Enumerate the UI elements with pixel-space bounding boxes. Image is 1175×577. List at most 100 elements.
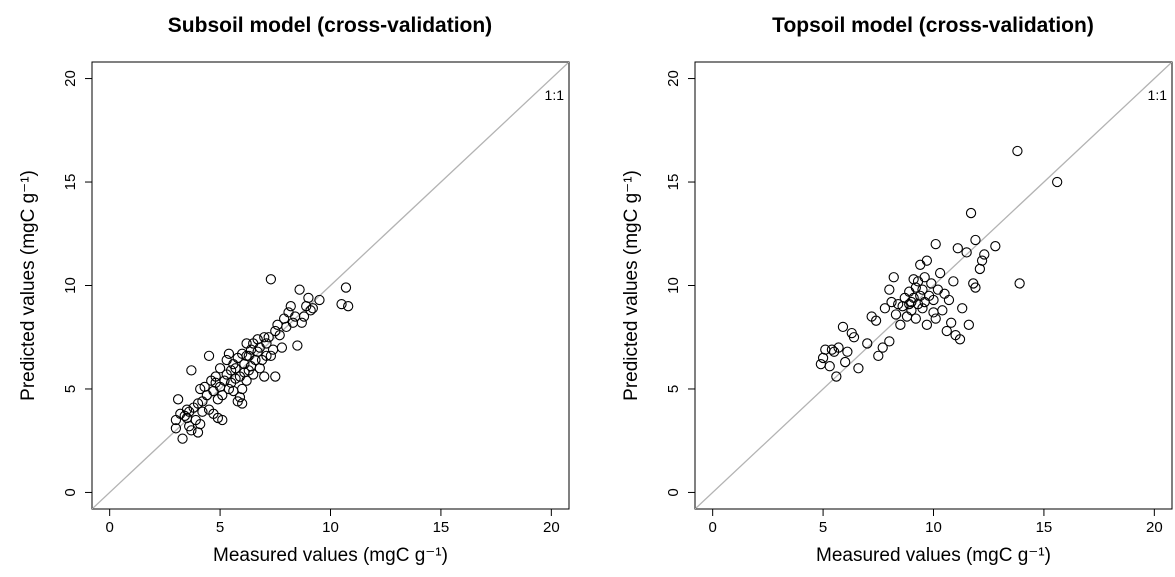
y-axis-label: Predicted values (mgC g⁻¹): [18, 170, 39, 401]
data-point: [223, 348, 235, 359]
data-point: [298, 311, 310, 322]
data-point: [241, 375, 252, 386]
data-point: [928, 294, 939, 306]
data-point: [307, 303, 318, 314]
data-point: [990, 241, 1001, 252]
data-point: [294, 284, 305, 295]
data-point: [303, 292, 314, 304]
x-tick-label: 15: [1036, 519, 1053, 536]
y-tick-label: 20: [62, 70, 79, 87]
y-tick-label: 0: [665, 488, 682, 496]
y-axis-label: Predicted values (mgC g⁻¹): [621, 170, 642, 401]
data-point: [879, 303, 891, 314]
x-tick-label: 5: [216, 519, 224, 536]
data-point: [917, 284, 928, 295]
y-tick-label: 15: [62, 174, 79, 191]
topsoil-panel: Topsoil model (cross-validation) 1:1 0 5 10 1…: [621, 14, 1173, 566]
data-point: [928, 307, 939, 318]
data-point: [219, 375, 230, 386]
data-point: [919, 296, 930, 308]
data-point: [910, 282, 921, 293]
data-point: [904, 298, 915, 310]
data-point: [1014, 278, 1025, 289]
y-tick-label: 5: [62, 385, 79, 393]
data-point: [930, 313, 941, 324]
data-point: [170, 423, 182, 434]
data-point: [926, 278, 937, 289]
data-point: [278, 313, 290, 324]
data-point: [177, 433, 188, 444]
data-point: [186, 365, 197, 376]
data-point: [210, 371, 221, 382]
data-point: [957, 303, 968, 314]
data-point: [186, 425, 197, 436]
data-point: [884, 336, 895, 347]
data-point: [296, 317, 307, 328]
data-point: [910, 313, 921, 324]
x-axis-label: Measured values (mgC g⁻¹): [816, 545, 1051, 566]
data-point: [888, 272, 899, 283]
x-tick-label: 20: [543, 519, 560, 536]
data-point: [181, 404, 193, 415]
data-point: [824, 361, 835, 372]
data-point: [895, 319, 906, 330]
data-point: [939, 288, 950, 299]
data-point: [817, 352, 829, 364]
data-point: [934, 267, 946, 279]
data-point: [904, 286, 915, 297]
data-point: [245, 344, 257, 355]
data-point: [915, 290, 926, 301]
data-point: [921, 319, 933, 330]
data-point: [919, 272, 930, 283]
data-point: [884, 284, 895, 295]
data-point: [970, 282, 981, 293]
data-point: [948, 276, 959, 287]
data-point: [274, 330, 285, 341]
data-point: [237, 383, 248, 395]
data-point: [287, 317, 299, 328]
chart-title: Subsoil model (cross-validation): [168, 14, 492, 37]
y-tick-label: 10: [62, 277, 79, 294]
data-point: [254, 363, 265, 374]
x-tick-label: 5: [819, 519, 827, 536]
y-tick-label: 0: [62, 488, 79, 496]
x-tick-label: 20: [1146, 519, 1163, 536]
data-point: [837, 321, 849, 333]
data-point: [917, 303, 928, 314]
y-tick-label: 20: [665, 70, 682, 87]
data-point: [842, 346, 853, 357]
data-point: [201, 390, 212, 401]
data-point: [203, 350, 215, 362]
data-point: [217, 414, 228, 426]
data-point: [965, 207, 977, 219]
data-point: [943, 294, 955, 306]
one-to-one-label: 1:1: [1148, 87, 1168, 103]
data-point: [265, 350, 277, 362]
data-point: [831, 371, 842, 382]
data-point: [915, 259, 926, 270]
data-point: [172, 394, 184, 405]
data-point: [862, 338, 873, 349]
data-point: [208, 385, 219, 397]
data-point: [263, 332, 274, 343]
data-point: [1012, 145, 1023, 157]
data-point: [261, 338, 272, 349]
data-point: [954, 334, 966, 345]
data-point: [970, 234, 981, 246]
data-point: [870, 315, 882, 326]
data-point: [921, 255, 933, 266]
data-point: [899, 292, 910, 304]
data-point: [906, 305, 917, 316]
data-point: [305, 305, 316, 316]
x-tick-label: 0: [708, 519, 716, 536]
one-to-one-line: [695, 62, 1172, 509]
data-point: [259, 332, 270, 343]
data-point: [826, 344, 838, 355]
y-tick-label: 15: [665, 174, 682, 191]
data-point: [283, 307, 294, 318]
data-point: [217, 390, 228, 401]
data-point: [248, 369, 259, 380]
data-point: [214, 363, 226, 374]
y-tick-label: 10: [665, 277, 682, 294]
